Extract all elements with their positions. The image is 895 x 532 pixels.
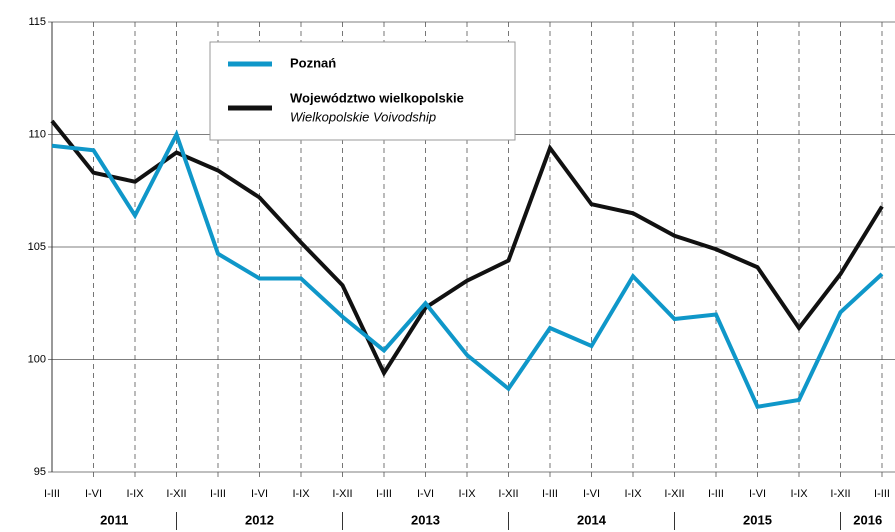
x-tick-label: I-XII	[830, 488, 850, 500]
x-tick-label: I-VI	[583, 488, 600, 500]
year-label: 2015	[743, 512, 772, 527]
x-tick-label: I-XII	[166, 488, 186, 500]
x-tick-label: I-VI	[749, 488, 766, 500]
lines	[50, 119, 884, 409]
x-tick-label: I-IX	[624, 488, 642, 500]
x-tick-label: I-XII	[498, 488, 518, 500]
y-tick-label: 100	[28, 353, 46, 365]
legend-box	[209, 41, 516, 141]
legend-label: Województwo wielkopolskie	[290, 90, 464, 105]
x-tick-label: I-III	[708, 488, 724, 500]
legend-sublabel: Wielkopolskie Voivodship	[290, 109, 436, 124]
x-tick-label: I-III	[542, 488, 558, 500]
x-tick-label: I-IX	[458, 488, 476, 500]
y-tick-label: 110	[28, 128, 46, 140]
legend-label: Poznań	[290, 55, 336, 70]
y-tick-label: 115	[28, 16, 46, 28]
series-line	[50, 119, 884, 378]
x-tick-label: I-VI	[85, 488, 102, 500]
y-tick-label: 95	[34, 466, 46, 478]
x-tick-label: I-XII	[664, 488, 684, 500]
x-tick-label: I-IX	[126, 488, 144, 500]
x-tick-label: I-III	[874, 488, 890, 500]
year-label: 2013	[411, 512, 440, 527]
year-label: 2016	[853, 512, 882, 527]
year-label: 2012	[245, 512, 274, 527]
x-tick-label: I-III	[210, 488, 226, 500]
x-tick-label: I-VI	[251, 488, 268, 500]
x-tick-label: I-VI	[417, 488, 434, 500]
year-label: 2011	[100, 512, 128, 527]
x-tick-label: I-XII	[332, 488, 352, 500]
x-tick-label: I-IX	[790, 488, 808, 500]
year-label: 2014	[577, 512, 607, 527]
x-tick-label: I-III	[376, 488, 392, 500]
x-tick-label: I-IX	[292, 488, 310, 500]
y-tick-label: 105	[28, 241, 46, 253]
x-tick-label: I-III	[44, 488, 60, 500]
series-line	[51, 129, 884, 409]
